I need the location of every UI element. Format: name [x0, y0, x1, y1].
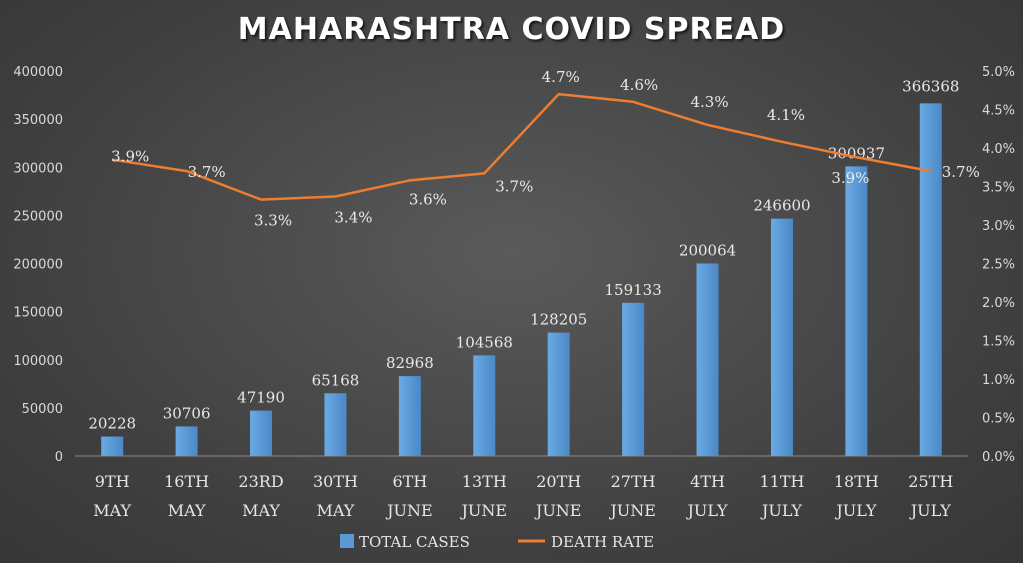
- y-left-tick-label: 100000: [13, 354, 63, 369]
- bar: [845, 166, 868, 456]
- x-tick-label-line1: 13TH: [462, 472, 507, 491]
- line-data-label: 3.9%: [111, 148, 149, 166]
- bar-data-label: 20228: [88, 415, 136, 433]
- y-right-tick-label: 4.5%: [982, 104, 1015, 119]
- bar-data-label: 300937: [828, 144, 885, 162]
- line-data-label: 4.7%: [542, 68, 580, 86]
- line-data-label: 4.3%: [690, 93, 728, 111]
- x-tick-label-line2: JULY: [909, 501, 952, 520]
- y-right-tick-label: 0.0%: [982, 450, 1015, 465]
- bar-data-label: 30706: [163, 404, 211, 422]
- bar-data-label: 104568: [456, 333, 513, 351]
- y-left-tick-label: 250000: [13, 209, 63, 224]
- x-tick-label-line1: 11TH: [759, 472, 804, 491]
- legend-label-death-rate: DEATH RATE: [551, 533, 654, 551]
- x-tick-label-line2: JUNE: [385, 501, 433, 520]
- y-right-tick-label: 3.5%: [982, 181, 1015, 196]
- bar-data-label: 65168: [312, 371, 360, 389]
- x-tick-label-line1: 25TH: [908, 472, 953, 491]
- x-tick-label-line1: 18TH: [834, 472, 879, 491]
- bar: [547, 332, 570, 456]
- line-data-label: 3.9%: [831, 169, 869, 187]
- y-left-tick-label: 50000: [22, 402, 63, 417]
- y-right-tick-label: 3.0%: [982, 219, 1015, 234]
- bar: [473, 355, 496, 456]
- line-data-label: 3.4%: [334, 209, 372, 227]
- bar: [324, 393, 347, 456]
- bar: [175, 426, 198, 456]
- x-tick-label-line1: 4TH: [690, 472, 725, 491]
- x-tick-label-line2: JULY: [760, 501, 803, 520]
- bar: [101, 436, 124, 456]
- x-tick-label-line2: MAY: [317, 501, 355, 520]
- x-tick-label-line1: 16TH: [164, 472, 209, 491]
- line-data-label: 3.6%: [409, 190, 447, 208]
- legend-label-total-cases: TOTAL CASES: [359, 533, 470, 551]
- x-tick-label-line2: JULY: [686, 501, 729, 520]
- bar-data-label: 366368: [902, 77, 959, 95]
- x-tick-label-line2: JUNE: [608, 501, 656, 520]
- bar-data-label: 200064: [679, 241, 736, 259]
- x-tick-label-line1: 9TH: [95, 472, 130, 491]
- line-data-label: 3.7%: [188, 163, 226, 181]
- x-tick-label-line2: MAY: [168, 501, 206, 520]
- line-data-label: 4.1%: [767, 106, 805, 124]
- y-left-tick-label: 200000: [13, 258, 63, 273]
- y-right-tick-label: 1.0%: [982, 373, 1015, 388]
- bar: [398, 376, 421, 456]
- y-left-tick-label: 150000: [13, 306, 63, 321]
- line-data-label: 4.6%: [620, 76, 658, 94]
- bar-data-label: 47190: [237, 389, 285, 407]
- y-left-tick-label: 350000: [13, 113, 63, 128]
- legend-swatch-total-cases: [340, 534, 354, 548]
- death-rate-line: [112, 92, 932, 201]
- y-right-tick-label: 4.0%: [982, 142, 1015, 157]
- y-left-tick-label: 0: [55, 450, 63, 465]
- x-tick-label-line1: 6TH: [392, 472, 427, 491]
- bar: [622, 302, 645, 456]
- bar-data-label: 128205: [530, 311, 587, 329]
- chart-title: MAHARASHTRA COVID SPREAD: [237, 12, 786, 47]
- x-tick-label-line1: 30TH: [313, 472, 358, 491]
- bar: [696, 263, 719, 456]
- x-tick-label-line1: 27TH: [611, 472, 656, 491]
- y-right-tick-label: 2.0%: [982, 296, 1015, 311]
- y-right-tick-label: 1.5%: [982, 335, 1015, 350]
- x-tick-label-line1: 20TH: [536, 472, 581, 491]
- x-tick-label-line2: MAY: [93, 501, 131, 520]
- bar: [919, 103, 942, 457]
- bar-data-label: 246600: [753, 197, 810, 215]
- y-right-tick-label: 2.5%: [982, 258, 1015, 273]
- y-left-tick-label: 300000: [13, 161, 63, 176]
- y-right-tick-label: 0.5%: [982, 412, 1015, 427]
- line-data-label: 3.3%: [254, 212, 292, 230]
- bar: [250, 410, 273, 456]
- bar-data-label: 159133: [604, 281, 661, 299]
- line-data-label: 3.7%: [942, 163, 980, 181]
- x-tick-label-line2: JULY: [834, 501, 877, 520]
- x-tick-label-line2: JUNE: [460, 501, 508, 520]
- line-data-label: 3.7%: [495, 177, 533, 195]
- y-left-tick-label: 400000: [13, 65, 63, 80]
- x-tick-label-line2: JUNE: [534, 501, 582, 520]
- bar: [770, 218, 793, 456]
- x-tick-label-line1: 23RD: [238, 472, 283, 491]
- x-tick-label-line2: MAY: [242, 501, 280, 520]
- y-right-tick-label: 5.0%: [982, 65, 1015, 80]
- bar-data-label: 82968: [386, 354, 434, 372]
